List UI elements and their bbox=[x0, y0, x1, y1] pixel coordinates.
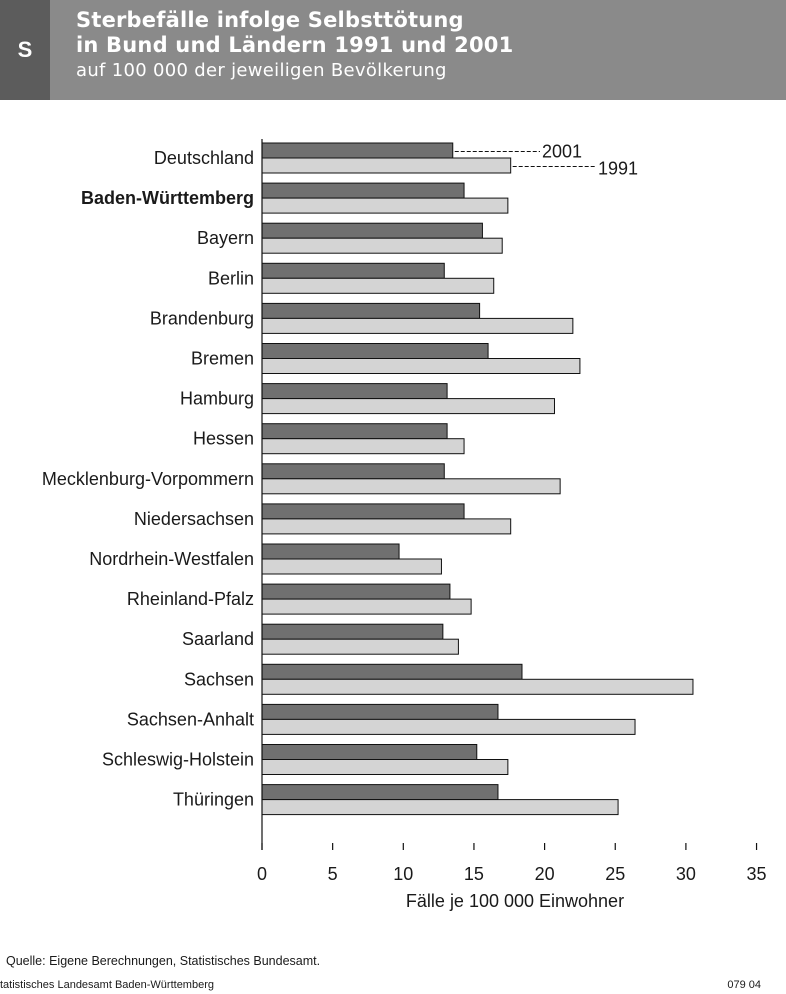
chart-title-line-1: Sterbefälle infolge Selbsttötung bbox=[76, 8, 464, 32]
bar-1991-11 bbox=[261, 598, 472, 615]
bar-1991-13 bbox=[261, 678, 694, 695]
bar-1991-3 bbox=[261, 277, 495, 294]
category-label: Rheinland-Pfalz bbox=[127, 589, 254, 609]
bar-1991-0 bbox=[261, 157, 512, 174]
chart-subtitle: auf 100 000 der jeweiligen Bevölkerung bbox=[76, 60, 447, 81]
bar-2001-9 bbox=[261, 503, 465, 520]
bar-2001-2 bbox=[261, 222, 483, 239]
section-badge: S bbox=[0, 0, 50, 100]
category-label: Brandenburg bbox=[150, 308, 254, 328]
bar-1991-2 bbox=[261, 237, 503, 254]
category-label: Mecklenburg-Vorpommern bbox=[42, 469, 254, 489]
bar-2001-0 bbox=[261, 142, 454, 159]
bar-2001-12 bbox=[261, 623, 444, 640]
bar-2001-8 bbox=[261, 463, 445, 480]
bar-2001-3 bbox=[261, 262, 445, 279]
bar-2001-11 bbox=[261, 583, 451, 600]
bar-2001-6 bbox=[261, 383, 448, 400]
category-label: Sachsen-Anhalt bbox=[127, 709, 254, 729]
bar-1991-8 bbox=[261, 478, 561, 495]
legend-label-1991: 1991 bbox=[598, 159, 638, 179]
footer-code: 079 04 bbox=[727, 979, 761, 991]
bar-chart: Deutschland Baden-Württemberg Bayern Berlin… bbox=[42, 139, 767, 911]
bar-1991-10 bbox=[261, 558, 442, 575]
bar-2001-13 bbox=[261, 663, 523, 680]
bar-2001-10 bbox=[261, 543, 400, 560]
source-note: Quelle: Eigene Berechnungen, Statistisch… bbox=[6, 954, 321, 968]
bar-2001-7 bbox=[261, 423, 448, 440]
category-label: Thüringen bbox=[173, 790, 254, 810]
legend-label-2001: 2001 bbox=[542, 142, 582, 162]
category-label: Schleswig-Holstein bbox=[102, 750, 254, 770]
footer-publisher: tatistisches Landesamt Baden-Württemberg bbox=[0, 979, 214, 991]
bar-1991-6 bbox=[261, 398, 555, 415]
x-tick-label: 0 bbox=[257, 864, 267, 884]
x-tick-label: 10 bbox=[393, 864, 413, 884]
bar-2001-14 bbox=[261, 703, 499, 720]
chart-title: Sterbefälle infolge Selbsttötung in Bund… bbox=[76, 8, 513, 58]
category-label: Niedersachsen bbox=[134, 509, 254, 529]
x-tick-label: 35 bbox=[747, 864, 767, 884]
category-label: Hamburg bbox=[180, 389, 254, 409]
bar-2001-15 bbox=[261, 744, 478, 760]
bar-1991-7 bbox=[261, 438, 465, 455]
category-label: Sachsen bbox=[184, 669, 254, 689]
category-label: Deutschland bbox=[154, 148, 254, 168]
x-tick-label: 15 bbox=[464, 864, 484, 884]
bar-1991-5 bbox=[261, 358, 581, 374]
bar-1991-1 bbox=[261, 197, 509, 214]
x-tick-label: 25 bbox=[605, 864, 625, 884]
x-tick-label: 5 bbox=[328, 864, 338, 884]
category-label: Nordrhein-Westfalen bbox=[89, 549, 254, 569]
category-label: Bayern bbox=[197, 228, 254, 248]
category-label: Hessen bbox=[193, 429, 254, 449]
bar-1991-4 bbox=[261, 317, 574, 334]
bar-2001-5 bbox=[261, 343, 489, 359]
bar-2001-4 bbox=[261, 302, 481, 319]
bar-1991-12 bbox=[261, 638, 459, 655]
bar-1991-15 bbox=[261, 759, 509, 775]
x-tick-label: 20 bbox=[535, 864, 555, 884]
bar-1991-9 bbox=[261, 518, 512, 535]
bar-2001-16 bbox=[261, 784, 499, 801]
chart-title-line-2: in Bund und Ländern 1991 und 2001 bbox=[76, 33, 514, 57]
chart-header: S Sterbefälle infolge Selbsttötung in Bu… bbox=[0, 0, 786, 100]
bar-1991-14 bbox=[261, 718, 636, 735]
bar-1991-16 bbox=[261, 799, 619, 816]
x-tick-label: 30 bbox=[676, 864, 696, 884]
x-axis-title: Fälle je 100 000 Einwohner bbox=[406, 891, 624, 911]
category-label: Bremen bbox=[191, 349, 254, 369]
category-label: Saarland bbox=[182, 629, 254, 649]
category-label: Berlin bbox=[208, 268, 254, 288]
bar-2001-1 bbox=[261, 182, 465, 199]
category-label: Baden-Württemberg bbox=[81, 188, 254, 208]
